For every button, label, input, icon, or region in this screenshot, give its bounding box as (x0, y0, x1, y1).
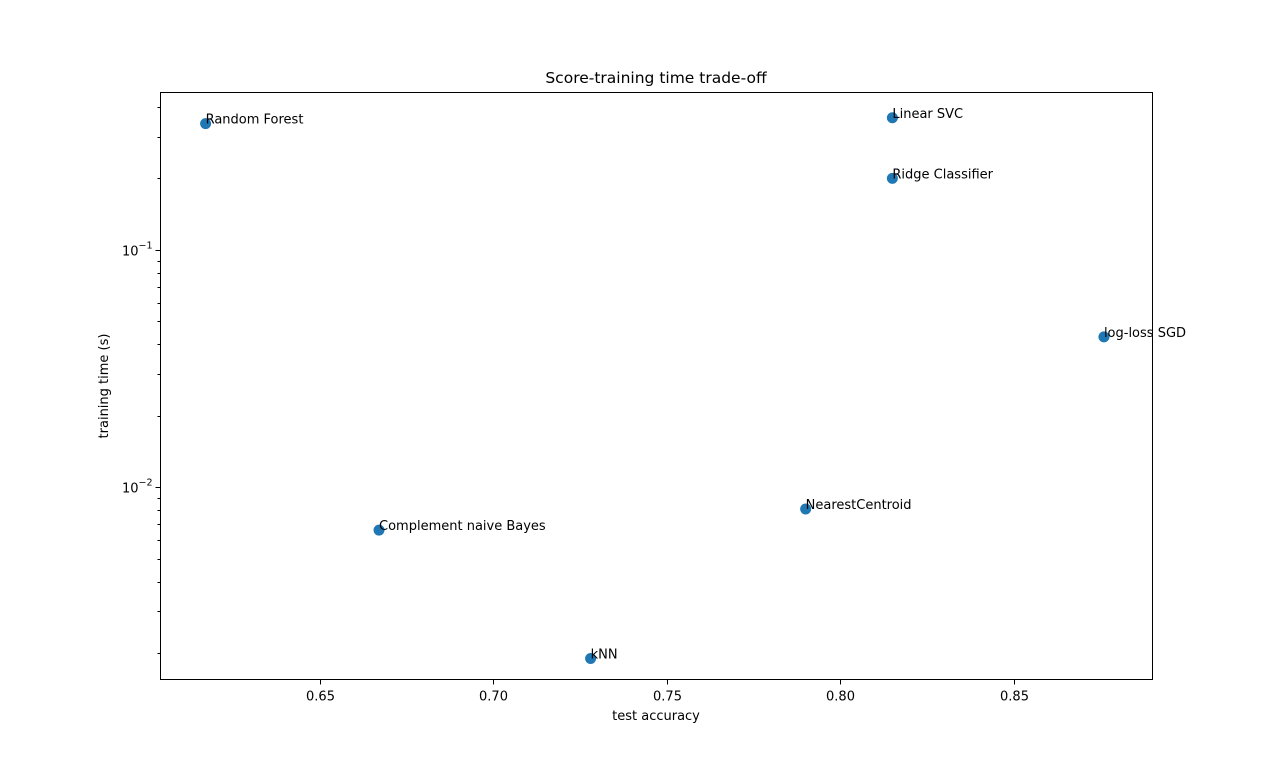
data-point (800, 503, 812, 515)
point-label: Linear SVC (892, 107, 963, 122)
x-tick-label: 0.75 (653, 690, 682, 705)
x-tick-label: 0.85 (1000, 690, 1029, 705)
data-point (886, 112, 898, 124)
chart-title: Score-training time trade-off (545, 69, 767, 87)
plot-area-frame (160, 92, 1153, 680)
data-point (886, 172, 898, 184)
point-label: Ridge Classifier (892, 167, 993, 182)
data-point (200, 118, 212, 130)
point-label: Complement naive Bayes (379, 519, 546, 534)
data-point (585, 653, 597, 665)
y-axis-label: training time (s) (97, 334, 112, 439)
point-label: log-loss SGD (1104, 326, 1186, 341)
data-points: Random Forest Linear SVC Ridge Classifier l… (200, 107, 1186, 665)
data-point (373, 524, 385, 536)
point-label: NearestCentroid (806, 498, 912, 513)
x-tick-label: 0.80 (826, 690, 855, 705)
axis-ticks: 0.65 0.70 0.75 0.80 0.85 10−2 10−1 (122, 107, 1029, 705)
point-label: Random Forest (206, 113, 304, 128)
data-point (1098, 331, 1110, 343)
point-label: kNN (591, 648, 618, 663)
y-tick-label: 10−2 (122, 478, 153, 497)
x-tick-label: 0.65 (306, 690, 335, 705)
x-axis-label: test accuracy (612, 709, 700, 724)
x-tick-label: 0.70 (479, 690, 508, 705)
y-tick-label: 10−1 (122, 241, 153, 260)
